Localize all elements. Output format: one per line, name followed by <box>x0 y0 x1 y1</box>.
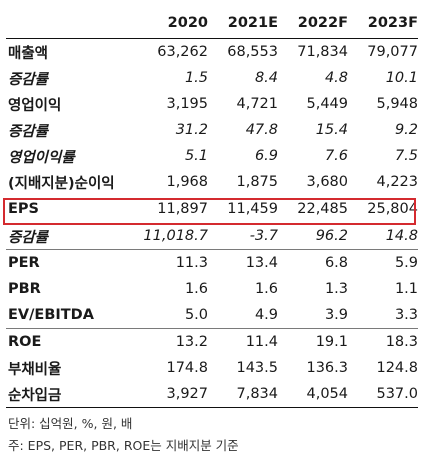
header-col-2023f: 2023F <box>367 15 418 31</box>
row-value: 11.3 <box>175 255 208 271</box>
row-value: 4.8 <box>324 70 348 86</box>
row-value: 3,680 <box>306 174 348 190</box>
row-value: 1,875 <box>236 174 278 190</box>
row-value: 4.9 <box>254 307 278 323</box>
table-row-roe: ROE 13.2 11.4 19.1 18.3 <box>6 328 418 355</box>
row-label: 영업이익 <box>8 97 62 114</box>
row-value: 6.9 <box>254 148 278 164</box>
row-value: 13.4 <box>245 255 278 271</box>
row-value: -3.7 <box>249 228 278 244</box>
row-value: 71,834 <box>297 44 348 60</box>
row-value: 4,721 <box>236 96 278 112</box>
row-label: 영업이익률 <box>8 149 75 166</box>
row-value: 3.9 <box>324 307 348 323</box>
header-col-2021e: 2021E <box>227 15 278 31</box>
row-value: 4,223 <box>376 174 418 190</box>
header-col-2022f: 2022F <box>297 15 348 31</box>
row-value: 47.8 <box>245 122 278 138</box>
row-value: 5.0 <box>184 307 208 323</box>
row-value: 63,262 <box>157 44 208 60</box>
row-value: 15.4 <box>315 122 348 138</box>
row-value: 13.2 <box>175 334 208 350</box>
header-col-2020: 2020 <box>167 15 208 31</box>
row-label: EPS <box>8 201 39 217</box>
row-label: 증감률 <box>8 229 49 246</box>
row-value: 5.1 <box>184 148 208 164</box>
row-value: 136.3 <box>306 360 348 376</box>
row-value: 79,077 <box>367 44 418 60</box>
row-value: 1.1 <box>394 281 418 297</box>
table-row-eps: EPS 11,897 11,459 22,485 25,804 <box>6 195 418 223</box>
table-row-debt-ratio: 부채비율 174.8 143.5 136.3 124.8 <box>6 355 418 381</box>
row-value: 143.5 <box>236 360 278 376</box>
row-value: 11,018.7 <box>143 228 208 244</box>
row-value: 537.0 <box>376 386 418 402</box>
row-value: 18.3 <box>385 334 418 350</box>
row-label: 매출액 <box>8 45 49 62</box>
table-row-eps-growth: 증감률 11,018.7 -3.7 96.2 14.8 <box>6 223 418 249</box>
row-value: 10.1 <box>385 70 418 86</box>
row-value: 4,054 <box>306 386 348 402</box>
row-value: 22,485 <box>297 201 348 217</box>
row-value: 96.2 <box>315 228 348 244</box>
row-value: 5,449 <box>306 96 348 112</box>
row-value: 1.5 <box>184 70 208 86</box>
row-value: 124.8 <box>376 360 418 376</box>
row-value: 14.8 <box>385 228 418 244</box>
financial-table: 2020 2021E 2022F 2023F 매출액 63,262 68,553… <box>6 8 418 408</box>
row-label: 증감률 <box>8 71 49 88</box>
row-value: 11,897 <box>157 201 208 217</box>
footnote: 주: EPS, PER, PBR, ROE는 지배지분 기준 <box>8 438 239 453</box>
table-notes: 단위: 십억원, %, 원, 배 주: EPS, PER, PBR, ROE는 … <box>8 413 239 457</box>
row-value: 9.2 <box>394 122 418 138</box>
row-label: ROE <box>8 334 42 350</box>
table-header: 2020 2021E 2022F 2023F <box>6 8 418 39</box>
row-value: 31.2 <box>175 122 208 138</box>
row-value: 19.1 <box>315 334 348 350</box>
row-value: 3,195 <box>166 96 208 112</box>
table-row-net-debt: 순차입금 3,927 7,834 4,054 537.0 <box>6 381 418 408</box>
row-label: 순차입금 <box>8 387 62 404</box>
row-value: 1.3 <box>324 281 348 297</box>
row-value: 7,834 <box>236 386 278 402</box>
row-value: 7.6 <box>324 148 348 164</box>
row-value: 7.5 <box>394 148 418 164</box>
table-row-net-income: (지배지분)순이익 1,968 1,875 3,680 4,223 <box>6 169 418 195</box>
row-value: 3.3 <box>394 307 418 323</box>
row-label: 증감률 <box>8 123 49 140</box>
row-value: 5,948 <box>376 96 418 112</box>
row-value: 25,804 <box>367 201 418 217</box>
row-label: PER <box>8 255 40 271</box>
table-row-per: PER 11.3 13.4 6.8 5.9 <box>6 249 418 276</box>
row-value: 11.4 <box>245 334 278 350</box>
row-label: 부채비율 <box>8 361 62 378</box>
table-row-op-growth: 증감률 31.2 47.8 15.4 9.2 <box>6 117 418 143</box>
table-row-operating-profit: 영업이익 3,195 4,721 5,449 5,948 <box>6 91 418 117</box>
row-value: 8.4 <box>254 70 278 86</box>
table-row-op-margin: 영업이익률 5.1 6.9 7.6 7.5 <box>6 143 418 169</box>
row-label: PBR <box>8 281 41 297</box>
row-value: 68,553 <box>227 44 278 60</box>
table-row-ev-ebitda: EV/EBITDA 5.0 4.9 3.9 3.3 <box>6 302 418 328</box>
table-row-revenue-growth: 증감률 1.5 8.4 4.8 10.1 <box>6 65 418 91</box>
row-value: 5.9 <box>394 255 418 271</box>
table-row-pbr: PBR 1.6 1.6 1.3 1.1 <box>6 276 418 302</box>
row-value: 1.6 <box>184 281 208 297</box>
row-value: 6.8 <box>324 255 348 271</box>
unit-note: 단위: 십억원, %, 원, 배 <box>8 416 133 431</box>
row-value: 1.6 <box>254 281 278 297</box>
row-label: (지배지분)순이익 <box>8 175 115 192</box>
row-value: 3,927 <box>166 386 208 402</box>
table-row-revenue: 매출액 63,262 68,553 71,834 79,077 <box>6 39 418 65</box>
row-value: 174.8 <box>166 360 208 376</box>
row-value: 11,459 <box>227 201 278 217</box>
row-value: 1,968 <box>166 174 208 190</box>
row-label: EV/EBITDA <box>8 307 94 323</box>
